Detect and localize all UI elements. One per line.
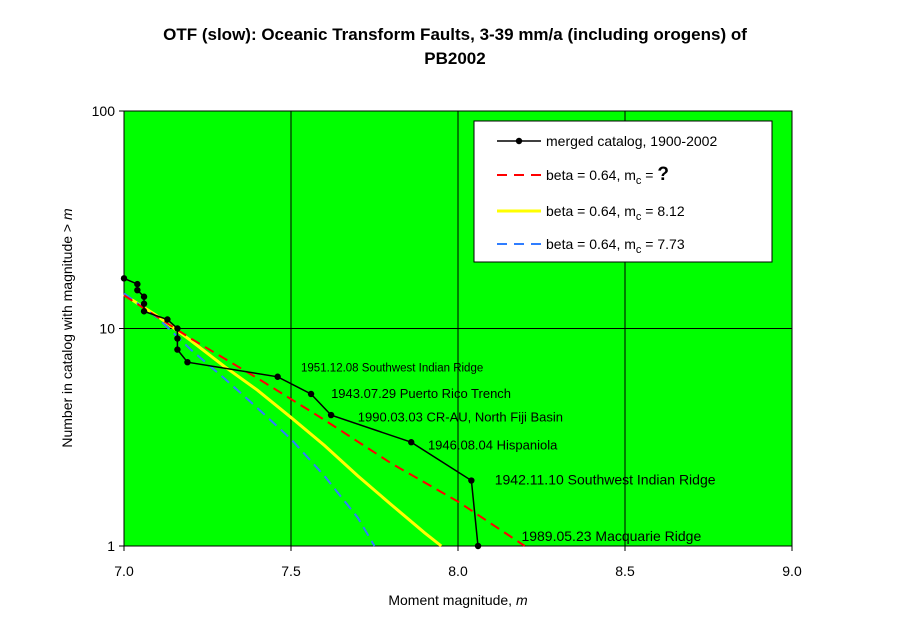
legend-label-question: ? bbox=[657, 164, 669, 185]
annotation-label: 1946.08.04 Hispaniola bbox=[428, 437, 558, 452]
y-axis-title-text: Number in catalog with magnitude > bbox=[59, 220, 75, 448]
catalog-point bbox=[174, 325, 181, 332]
catalog-point bbox=[307, 390, 315, 398]
x-tick-label: 9.0 bbox=[782, 563, 802, 579]
x-axis-title: Moment magnitude, m bbox=[388, 592, 528, 608]
legend-label-sub: c bbox=[636, 211, 642, 223]
catalog-point bbox=[140, 293, 148, 300]
catalog-point bbox=[184, 358, 191, 366]
y-axis-title-var: m bbox=[59, 208, 75, 220]
chart-title-line2: PB2002 bbox=[424, 49, 485, 68]
legend-label-0: merged catalog, 1900-2002 bbox=[546, 133, 717, 149]
catalog-point bbox=[140, 300, 148, 307]
y-tick-label: 1 bbox=[107, 538, 115, 554]
legend-label-sub: c bbox=[636, 244, 642, 256]
catalog-point bbox=[174, 335, 181, 342]
legend-label-suffix: = 7.73 bbox=[641, 236, 684, 252]
series-layer bbox=[120, 275, 526, 550]
annotation-label: 1943.07.29 Puerto Rico Trench bbox=[331, 386, 511, 401]
legend-label-text: beta = 0.64, m bbox=[546, 167, 636, 183]
catalog-point bbox=[474, 542, 482, 550]
legend-label-3: beta = 0.64, mc = 7.73 bbox=[546, 236, 685, 256]
catalog-point bbox=[134, 280, 141, 288]
annotation-label: 1990.03.03 CR-AU, North Fiji Basin bbox=[358, 409, 563, 424]
legend-label-1: beta = 0.64, mc = ? bbox=[546, 164, 669, 187]
catalog-point bbox=[164, 316, 171, 323]
chart-title-line1: OTF (slow): Oceanic Transform Faults, 3-… bbox=[163, 25, 747, 44]
y-tick-label: 10 bbox=[99, 321, 115, 337]
catalog-point bbox=[134, 287, 141, 294]
annotation-label: 1989.05.23 Macquarie Ridge bbox=[521, 528, 701, 544]
annotation-label: 1942.11.10 Southwest Indian Ridge bbox=[495, 472, 716, 488]
annotation-label: 1951.12.08 Southwest Indian Ridge bbox=[301, 363, 483, 375]
catalog-point bbox=[468, 477, 475, 484]
annotation-layer: 1951.12.08 Southwest Indian Ridge 1943.07… bbox=[301, 363, 716, 544]
x-axis-title-text: Moment magnitude, bbox=[388, 592, 516, 608]
catalog-point bbox=[408, 439, 415, 446]
catalog-point bbox=[274, 373, 281, 380]
legend-marker bbox=[515, 137, 523, 145]
x-axis-title-var: m bbox=[516, 592, 528, 608]
legend-label-suffix: = bbox=[641, 167, 657, 183]
series-line-3 bbox=[123, 292, 376, 547]
catalog-point bbox=[120, 275, 128, 282]
legend-label-suffix: = 8.12 bbox=[641, 203, 684, 219]
series-line-1 bbox=[123, 294, 526, 547]
catalog-point bbox=[174, 346, 181, 353]
x-tick-label: 7.5 bbox=[281, 563, 301, 579]
axis-ticks: 7.0 7.5 8.0 8.5 9.0 1 10 100 bbox=[92, 103, 802, 579]
legend-label-text: beta = 0.64, m bbox=[546, 236, 636, 252]
y-tick-label: 100 bbox=[92, 103, 116, 119]
y-axis-title: Number in catalog with magnitude > m bbox=[59, 208, 75, 448]
legend-box bbox=[473, 120, 773, 263]
x-tick-label: 7.0 bbox=[114, 563, 134, 579]
x-tick-label: 8.5 bbox=[615, 563, 635, 579]
x-tick-label: 8.0 bbox=[448, 563, 468, 579]
legend-label-text: merged catalog, 1900-2002 bbox=[546, 133, 717, 149]
legend-label-text: beta = 0.64, m bbox=[546, 203, 636, 219]
catalog-point bbox=[327, 411, 335, 419]
legend-label-sub: c bbox=[636, 175, 642, 187]
legend-label-2: beta = 0.64, mc = 8.12 bbox=[546, 203, 685, 223]
catalog-point bbox=[140, 308, 148, 315]
